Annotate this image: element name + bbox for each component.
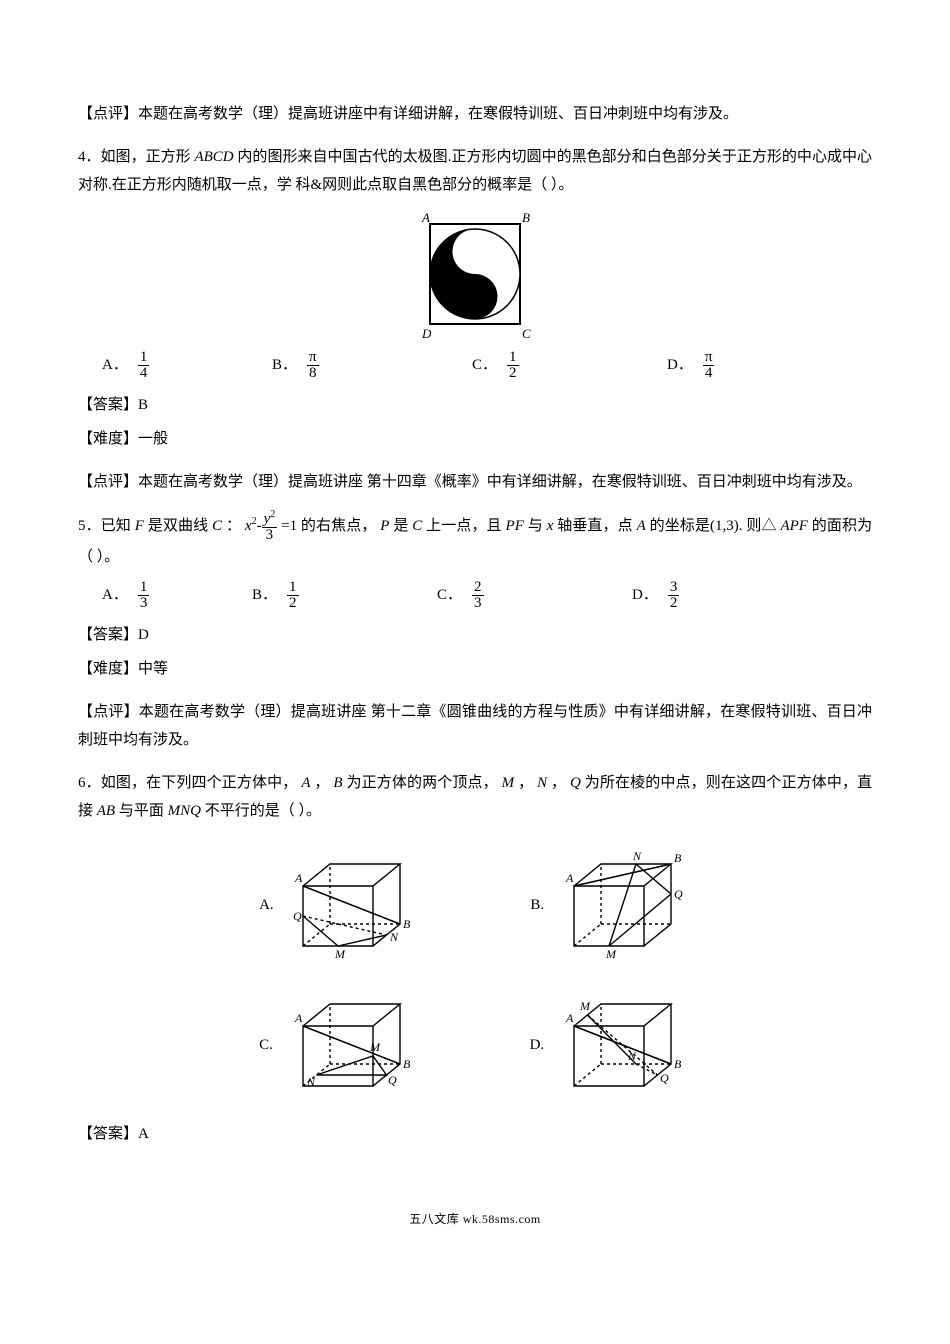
svg-text:A: A: [294, 1011, 303, 1025]
q4-difficulty: 【难度】一般: [78, 425, 872, 454]
q5-answer: 【答案】D: [78, 621, 872, 650]
svg-text:A: A: [565, 871, 574, 885]
q4-optB-frac: π8: [307, 350, 319, 381]
svg-text:M: M: [579, 999, 591, 1013]
q4-optC-frac: 12: [507, 350, 519, 381]
q3-comment: 【点评】本题在高考数学（理）提高班讲座中有详细讲解，在寒假特训班、百日冲刺班中均…: [78, 100, 872, 129]
q4-optA-frac: 14: [138, 350, 150, 381]
q5-option-B: B． 12: [252, 580, 437, 611]
svg-text:A: A: [294, 871, 303, 885]
q6-figure-row-2: C. A B M N Q D.: [78, 986, 872, 1106]
q6-cube-D: A B M N Q: [556, 986, 691, 1106]
q6-stem: 6．如图，在下列四个正方体中， A ， B 为正方体的两个顶点， M ， N ，…: [78, 769, 872, 826]
q4-option-A: A． 14: [102, 350, 272, 381]
q4-optD-frac: π4: [703, 350, 715, 381]
q5-option-C: C． 23: [437, 580, 632, 611]
svg-text:N: N: [306, 1075, 316, 1089]
q6-cube-B-cell: B. A B N Q M: [530, 846, 691, 966]
q4-option-C: C． 12: [472, 350, 667, 381]
q6-cube-B: A B N Q M: [556, 846, 691, 966]
q4-optD-label: D．: [667, 351, 693, 380]
q4-stem: 4．如图，正方形 ABCD 内的图形来自中国古代的太极图.正方形内切圆中的黑色部…: [78, 143, 872, 200]
svg-text:M: M: [334, 947, 346, 961]
q5-option-D: D． 32: [632, 580, 679, 611]
q6-figure-row-1: A. A B Q N M B.: [78, 846, 872, 966]
svg-text:N: N: [627, 1049, 637, 1063]
taichi-label-C: C: [522, 326, 531, 340]
q5-frac: y23: [262, 510, 278, 543]
q4-option-D: D． π4: [667, 350, 714, 381]
q4-options: A． 14 B． π8 C． 12 D． π4: [102, 350, 872, 381]
svg-text:M: M: [605, 947, 617, 961]
svg-text:Q: Q: [293, 909, 302, 923]
q5-comment: 【点评】本题在高考数学（理）提高班讲座 第十二章《圆锥曲线的方程与性质》中有详细…: [78, 698, 872, 755]
q6-cube-A: A B Q N M: [285, 846, 420, 966]
q4-optB-label: B．: [272, 351, 297, 380]
q6-cube-C-cell: C. A B M N Q: [259, 986, 420, 1106]
taichi-dot-black: [470, 291, 480, 301]
q6-answer: 【答案】A: [78, 1120, 872, 1149]
svg-text:N: N: [389, 930, 399, 944]
svg-text:Q: Q: [660, 1071, 669, 1085]
svg-text:A: A: [565, 1011, 574, 1025]
q6-cube-C: A B M N Q: [285, 986, 420, 1106]
q4-comment: 【点评】本题在高考数学（理）提高班讲座 第十四章《概率》中有详细讲解，在寒假特训…: [78, 468, 872, 497]
svg-text:B: B: [674, 1057, 682, 1071]
svg-text:Q: Q: [388, 1073, 397, 1087]
taichi-label-D: D: [421, 326, 432, 340]
q4-optC-label: C．: [472, 351, 497, 380]
q5-difficulty: 【难度】中等: [78, 655, 872, 684]
svg-text:M: M: [369, 1040, 381, 1054]
q5-options: A． 13 B． 12 C． 23 D． 32: [102, 580, 872, 611]
q6-cube-A-cell: A. A B Q N M: [259, 846, 420, 966]
q4-option-B: B． π8: [272, 350, 472, 381]
q4-answer: 【答案】B: [78, 391, 872, 420]
taichi-dot-white: [470, 246, 480, 256]
svg-text:B: B: [403, 1057, 411, 1071]
q4-stem-part1: 4．如图，正方形: [78, 149, 191, 165]
q4-optA-label: A．: [102, 351, 128, 380]
taichi-label-B: B: [522, 210, 530, 225]
svg-text:Q: Q: [674, 887, 683, 901]
page-footer: 五八文库 wk.58sms.com: [78, 1208, 872, 1231]
q5-option-A: A． 13: [102, 580, 252, 611]
q5-stem: 5．已知 F 是双曲线 C ： x2-y23 =1 的右焦点， P 是 C 上一…: [78, 510, 872, 572]
svg-text:N: N: [632, 849, 642, 863]
q4-stem-abcd: ABCD: [194, 149, 233, 165]
q6-cube-D-cell: D. A B M N Q: [530, 986, 691, 1106]
svg-text:B: B: [403, 917, 411, 931]
taichi-label-A: A: [421, 210, 430, 225]
q4-taichi-figure: A B C D: [78, 210, 872, 340]
svg-text:B: B: [674, 851, 682, 865]
